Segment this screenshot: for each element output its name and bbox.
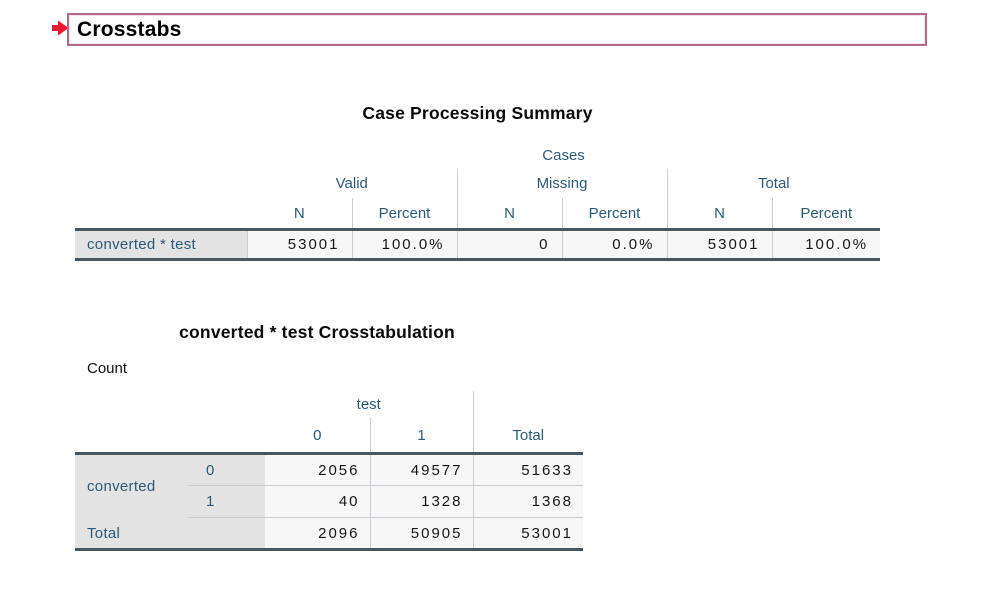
t2-value-cell: 1368 <box>472 485 583 518</box>
t2-value-cell: 49577 <box>369 453 473 486</box>
t1-corner-cell <box>75 198 247 230</box>
t2-value-cell: 53001 <box>472 517 583 551</box>
outline-title[interactable]: Crosstabs <box>67 13 927 46</box>
t1-corner-cell <box>75 169 247 198</box>
t2-col-header: 1 <box>369 418 473 455</box>
t1-group-missing: Missing <box>456 169 667 198</box>
t1-subheader-cell: Percent <box>771 198 881 230</box>
t1-subheader-cell: Percent <box>561 198 667 230</box>
t1-group-total: Total <box>666 169 881 198</box>
t2-row-label: 1 <box>188 485 265 518</box>
t2-value-cell: 1328 <box>369 485 473 518</box>
case-processing-summary-table[interactable]: Cases Valid Missing Total N Percent N Pe… <box>75 142 881 261</box>
t1-row-label: converted * test <box>75 228 247 261</box>
t1-value-cell: 53001 <box>666 228 772 261</box>
crosstabulation-table[interactable]: test 0 1 Total converted 0 2056 49577 51… <box>75 391 583 551</box>
t1-subheader-cell: N <box>293 204 305 222</box>
t1-value-cell: 0.0% <box>561 228 667 261</box>
t1-value-cell: 53001 <box>246 228 352 261</box>
t2-total-row-label: Total <box>75 517 265 551</box>
t1-subheader-cell: N <box>666 198 772 230</box>
t1-corner-cell <box>75 142 247 169</box>
case-processing-summary-title: Case Processing Summary <box>362 103 593 123</box>
count-label: Count <box>87 360 128 377</box>
t1-subheader-cell: N <box>456 198 562 230</box>
t1-value-cell: 100.0% <box>351 228 457 261</box>
t2-corner-cell <box>472 391 583 418</box>
t2-test-spanner: test <box>356 396 381 413</box>
t2-value-cell: 40 <box>265 485 370 518</box>
outline-arrow-icon <box>52 20 69 36</box>
t2-corner-cell <box>75 391 265 418</box>
t2-value-cell: 2056 <box>265 453 370 486</box>
t2-total-col-header: Total <box>472 418 583 455</box>
t1-value-cell: 0 <box>456 228 562 261</box>
t2-value-cell: 50905 <box>369 517 473 551</box>
crosstabulation-title: converted * test Crosstabulation <box>179 322 455 342</box>
t1-value-cell: 100.0% <box>771 228 881 261</box>
t2-corner-cell <box>75 418 265 455</box>
t2-row-label: 0 <box>188 453 265 486</box>
t2-col-header: 0 <box>265 418 370 455</box>
t2-value-cell: 2096 <box>265 517 370 551</box>
t1-subheader-cell: Percent <box>351 198 457 230</box>
t2-value-cell: 51633 <box>472 453 583 486</box>
page-title: Crosstabs <box>77 17 182 41</box>
t2-row-variable-label: converted <box>75 453 188 518</box>
t1-group-valid: Valid <box>335 175 368 192</box>
t1-cases-spanner: Cases <box>542 147 585 164</box>
